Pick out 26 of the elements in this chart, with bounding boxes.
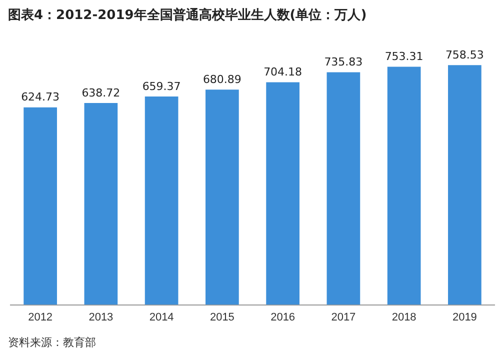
- x-tick-label: 2019: [452, 311, 477, 324]
- chart-title: 图表4：2012-2019年全国普通高校毕业生人数(单位：万人): [8, 6, 367, 24]
- bar: [84, 102, 118, 305]
- text: 资料来源：教育部: [8, 335, 96, 350]
- x-tick-label: 2016: [270, 311, 296, 324]
- data-label: 659.37: [142, 80, 181, 93]
- bar: [266, 82, 300, 305]
- bar: [448, 65, 482, 305]
- x-tick-label: 2018: [392, 311, 416, 324]
- bar: [326, 72, 360, 305]
- data-label: 753.31: [384, 50, 424, 64]
- x-tick-label: 2014: [149, 311, 174, 324]
- x-tick-label: 2012: [28, 311, 53, 324]
- data-label: 735.83: [324, 56, 363, 69]
- x-tick-label: 2017: [331, 311, 356, 324]
- x-tick-label: 2013: [88, 311, 114, 324]
- data-label: 704.18: [264, 66, 302, 79]
- data-label: 680.89: [202, 73, 242, 86]
- bar: [206, 90, 239, 305]
- data-label: 758.53: [445, 48, 484, 62]
- bar: [144, 96, 178, 305]
- bar: [24, 107, 57, 305]
- bar: [387, 66, 421, 305]
- data-label: 638.72: [82, 86, 120, 100]
- data-label: 624.73: [21, 90, 60, 104]
- x-tick-label: 2015: [210, 311, 234, 324]
